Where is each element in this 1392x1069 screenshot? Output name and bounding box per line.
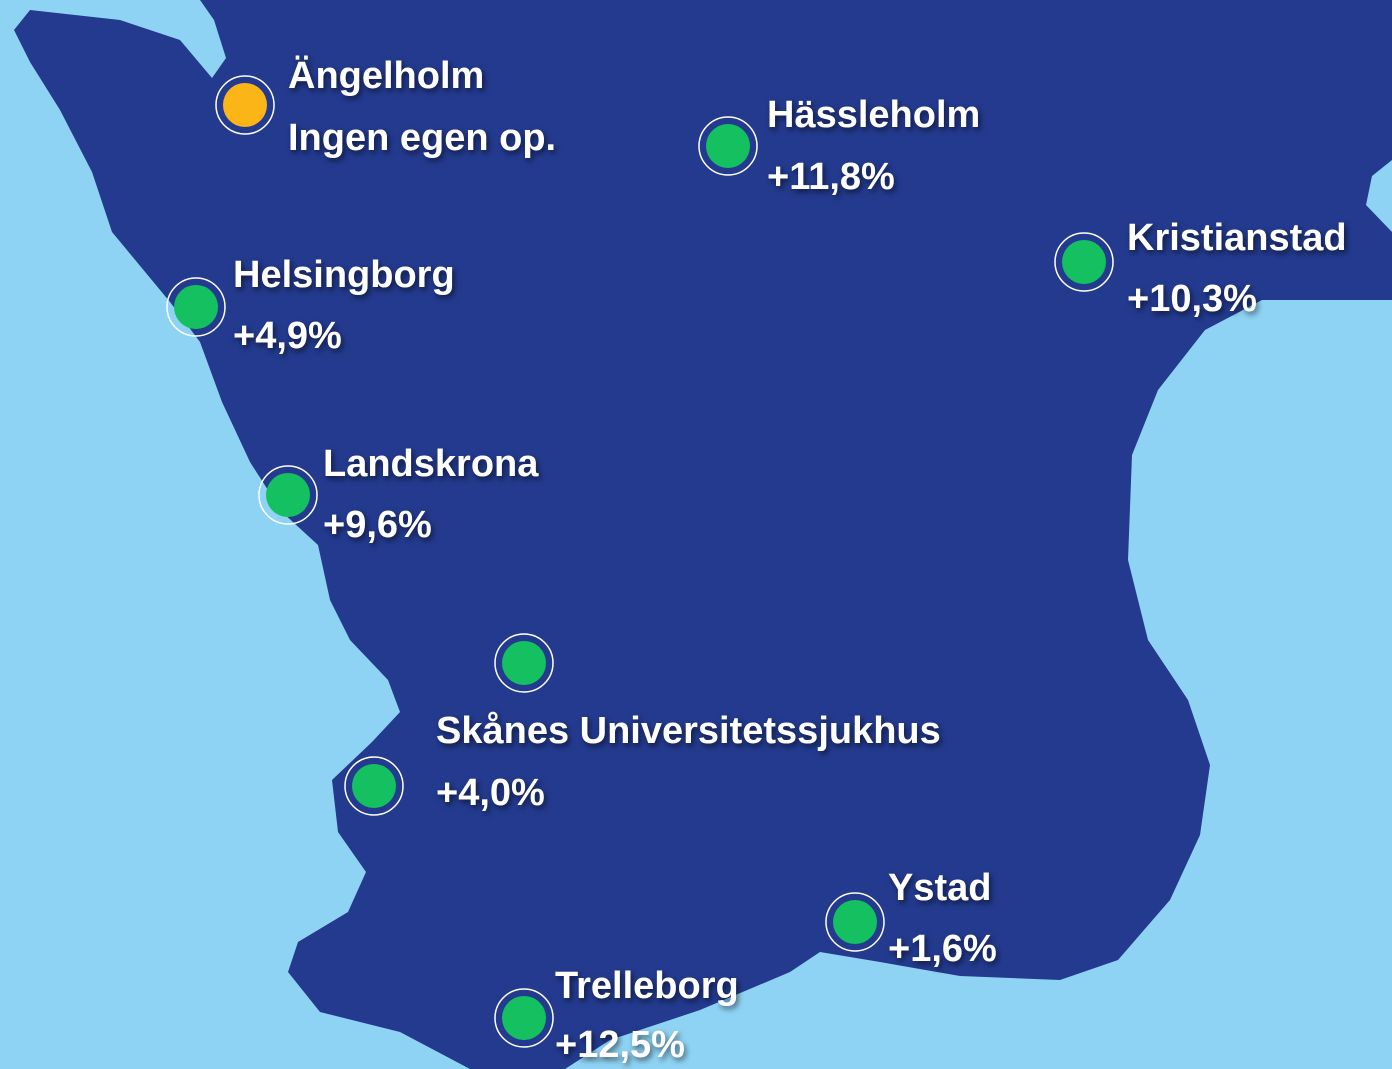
marker-ring — [258, 465, 318, 525]
location-value: +1,6% — [888, 928, 997, 970]
marker — [706, 124, 750, 168]
location-value: +10,3% — [1127, 278, 1257, 320]
land — [14, 0, 1392, 1069]
marker — [502, 996, 546, 1040]
marker — [833, 900, 877, 944]
marker — [174, 285, 218, 329]
marker-ring — [494, 988, 554, 1048]
location: Landskrona +9,6% — [258, 443, 539, 546]
marker-ring — [1054, 232, 1114, 292]
marker — [223, 83, 267, 127]
location: Kristianstad +10,3% — [1054, 217, 1347, 320]
location-value: +11,8% — [767, 156, 895, 198]
location-name: Hässleholm — [767, 94, 980, 136]
marker-ring — [166, 277, 226, 337]
marker-ring — [344, 756, 404, 816]
marker — [1062, 240, 1106, 284]
marker — [266, 473, 310, 517]
location: Ystad +1,6% — [825, 867, 997, 970]
marker-ring — [494, 633, 554, 693]
location-value: +4,0% — [436, 772, 545, 814]
location-value: Ingen egen op. — [288, 117, 556, 159]
marker — [352, 764, 396, 808]
location-name: Landskrona — [323, 443, 539, 485]
location-value: +9,6% — [323, 504, 432, 546]
location: Helsingborg +4,9% — [166, 254, 455, 357]
marker-ring — [215, 75, 275, 135]
location-value: +4,9% — [233, 315, 342, 357]
marker-ring — [825, 892, 885, 952]
marker — [502, 641, 546, 685]
location: Trelleborg +12,5% — [494, 965, 739, 1066]
location-name: Trelleborg — [555, 965, 739, 1007]
location-name: Ystad — [888, 867, 991, 909]
location-value: +12,5% — [555, 1024, 685, 1066]
marker-ring — [698, 116, 758, 176]
location-name: Skånes Universitetssjukhus — [436, 710, 941, 752]
location: Hässleholm +11,8% — [698, 94, 980, 198]
location-name: Helsingborg — [233, 254, 455, 296]
location: Ängelholm Ingen egen op. — [215, 54, 556, 159]
location-name: Ängelholm — [288, 54, 484, 97]
location-name: Kristianstad — [1127, 217, 1347, 259]
location: Skånes Universitetssjukhus +4,0% — [344, 633, 941, 816]
